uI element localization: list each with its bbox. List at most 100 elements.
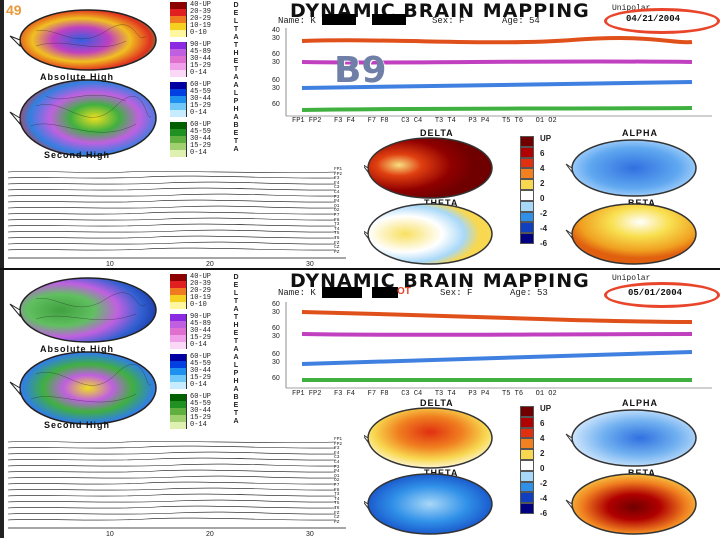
date-highlight-circle xyxy=(604,8,720,34)
age-field-2: Age: 53 xyxy=(510,288,548,298)
scale-swatch xyxy=(520,460,534,471)
legend-range: 45-89 xyxy=(190,48,212,56)
legend-swatch xyxy=(170,321,187,328)
scale-value: -4 xyxy=(540,224,548,233)
eeg-channel-label: F3 xyxy=(334,446,340,452)
legend-swatch xyxy=(170,415,187,422)
sex-field-2: Sex: F xyxy=(440,288,473,298)
scale-swatch xyxy=(520,481,534,493)
legend-swatch xyxy=(170,342,187,349)
redacted-name xyxy=(322,14,356,25)
legend-range: 0-14 xyxy=(190,109,207,117)
legend-range: 20-39 xyxy=(190,280,212,288)
alpha-trend-line xyxy=(301,80,693,90)
legend-band-label: B E T A xyxy=(233,394,239,425)
theta-trend-line-2 xyxy=(301,332,693,337)
legend-range: 40-UP xyxy=(190,1,212,9)
legend-swatch xyxy=(170,328,187,335)
scale-swatch xyxy=(520,179,534,190)
legend-range: 45-59 xyxy=(190,128,212,136)
scale-value: 2 xyxy=(540,179,545,188)
beta-trend-line xyxy=(301,106,693,112)
legend-swatch xyxy=(170,16,187,23)
beta-map-label: BETA xyxy=(628,198,656,208)
legend-swatch xyxy=(170,382,187,389)
theta-trend-line xyxy=(301,59,693,65)
alpha-trend-line-2 xyxy=(301,350,693,366)
legend-range: 30-44 xyxy=(190,327,212,335)
scale-swatch xyxy=(520,449,534,460)
scale-swatch xyxy=(520,190,534,201)
channel-axis-labels: FP1 FP2 F3 F4 F7 F8 C3 C4 T3 T4 P3 P4 T5… xyxy=(292,117,557,125)
legend-swatch xyxy=(170,288,187,295)
legend-band-label: T H E T A xyxy=(233,314,239,353)
legend-swatch xyxy=(170,281,187,288)
eeg-channel-label: O1 xyxy=(334,473,340,479)
absolute-high-brain-image xyxy=(9,9,157,157)
eeg-channel-label: CZ xyxy=(334,245,340,251)
legend-swatch xyxy=(170,143,187,150)
brain-top-view-2 xyxy=(19,79,157,157)
legend-range: 45-59 xyxy=(190,88,212,96)
name-field: Name: K xyxy=(278,16,316,26)
legend-swatch xyxy=(170,368,187,375)
eeg-channel-label: T5 xyxy=(334,231,340,237)
legend-swatch xyxy=(170,96,187,103)
recording-date-2: 05/01/2004 xyxy=(628,288,683,298)
legend-swatch xyxy=(170,150,187,157)
legend-swatch xyxy=(170,422,187,429)
scale-swatch xyxy=(520,222,534,234)
brain-mapping-panel-2: Absolute High Second High 40-UP 20-39 20-2… xyxy=(0,270,720,538)
scale-swatch xyxy=(520,427,534,439)
svg-text:60: 60 xyxy=(272,325,280,332)
legend-range: 15-29 xyxy=(190,334,212,342)
legend-swatch xyxy=(170,49,187,56)
panel-divider xyxy=(0,268,720,271)
brain-top-view-1 xyxy=(19,9,157,71)
theta-map-label: THETA xyxy=(424,198,459,208)
svg-text:10: 10 xyxy=(106,261,114,266)
legend-band-label: D E L T A xyxy=(233,274,239,313)
watermark-label: B9 xyxy=(334,50,387,91)
theta-topo-map xyxy=(367,203,493,265)
svg-text:30: 30 xyxy=(272,35,280,42)
legend-range: 45-89 xyxy=(190,320,212,328)
page-title: DYNAMIC BRAIN MAPPING xyxy=(290,0,590,22)
legend-swatch xyxy=(170,30,187,37)
redacted-name-4 xyxy=(372,287,398,298)
legend-range: 60-UP xyxy=(190,121,212,129)
eeg-channel-label: T6 xyxy=(334,506,340,511)
svg-text:30: 30 xyxy=(272,85,280,92)
eeg-channel-label: C3 xyxy=(334,455,340,461)
scale-value: -6 xyxy=(540,509,548,518)
svg-text:60: 60 xyxy=(272,375,280,382)
channel-axis-labels-2: FP1 FP2 F3 F4 F7 F8 C3 C4 T3 T4 P3 P4 T5… xyxy=(292,390,557,398)
legend-swatch xyxy=(170,63,187,70)
recording-date: 04/21/2004 xyxy=(626,14,681,24)
svg-text:60: 60 xyxy=(272,77,280,84)
alpha-map-label: ALPHA xyxy=(622,128,658,138)
eeg-channel-label: C4 xyxy=(334,460,340,465)
legend-range: 15-29 xyxy=(190,374,212,382)
scale-swatch xyxy=(520,168,534,180)
scale-value: 0 xyxy=(540,194,545,203)
topographic-maps-2 xyxy=(364,407,697,535)
eeg-channel-label: T6 xyxy=(334,236,340,241)
delta-trend-line-2 xyxy=(301,310,693,324)
unipolar-label: Unipolar xyxy=(612,4,651,13)
beta-topo-map-2 xyxy=(571,473,697,535)
scale-value: 6 xyxy=(540,419,545,428)
theta-topo-map-2 xyxy=(367,473,493,535)
legend-range: 20-29 xyxy=(190,15,212,23)
absolute-high-label: Absolute High xyxy=(40,72,114,82)
eeg-channel-label: FP1 xyxy=(334,167,343,172)
svg-text:60: 60 xyxy=(272,351,280,358)
svg-text:40: 40 xyxy=(272,27,280,34)
ot-annotation: OT xyxy=(397,286,411,297)
legend-range: 0-14 xyxy=(190,421,207,429)
legend-range: 0-14 xyxy=(190,341,207,349)
eeg-channel-label: F7 xyxy=(334,483,340,488)
left-edge xyxy=(0,0,4,268)
scale-value: UP xyxy=(540,404,552,413)
redacted-name-2 xyxy=(372,14,406,25)
